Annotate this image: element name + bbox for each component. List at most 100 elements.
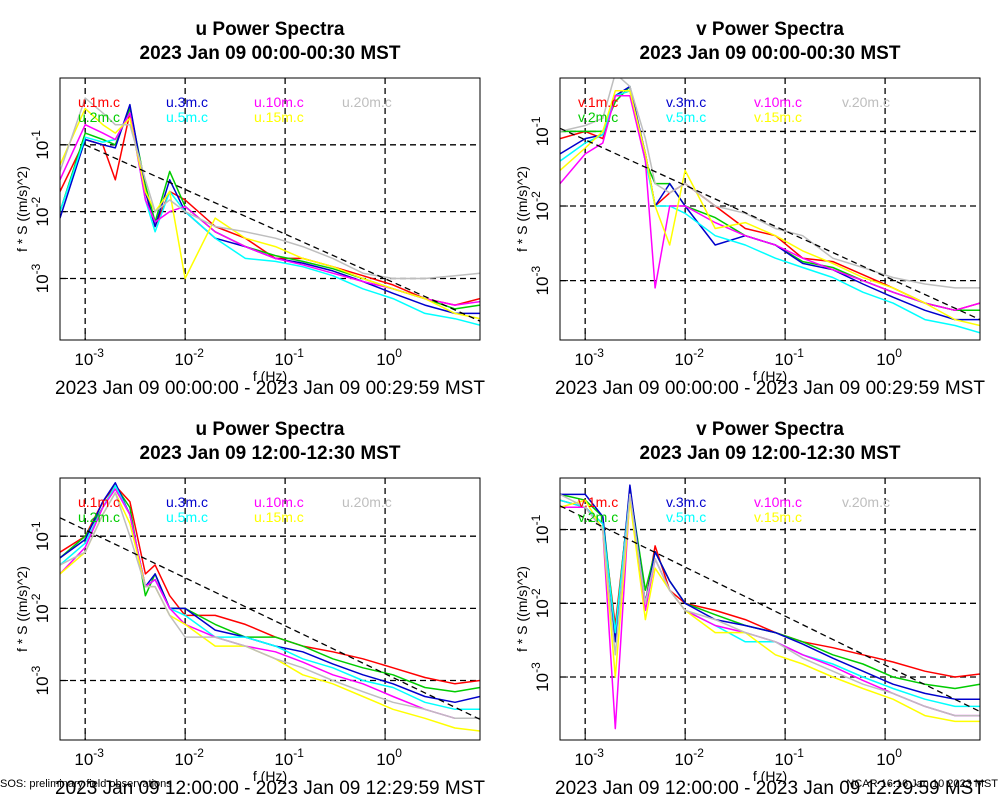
legend-entry: v.5m.c: [666, 109, 706, 125]
tick-exponent: -1: [293, 746, 304, 760]
tick-exponent: -3: [529, 266, 543, 277]
x-tick-label: 10-3: [74, 346, 104, 369]
y-tick-label: 10-3: [529, 662, 552, 692]
tick-base: 10: [174, 350, 193, 369]
tick-base: 10: [33, 604, 52, 623]
legend-entry: v.1m.c: [578, 494, 618, 510]
legend-entry: v.10m.c: [754, 94, 802, 110]
panel: v Power Spectra 2023 Jan 09 00:00-00:30 M…: [514, 19, 985, 399]
series-line: [560, 78, 980, 289]
tick-base: 10: [174, 750, 193, 769]
x-tick-label: 10-1: [774, 346, 804, 369]
series-line: [60, 482, 480, 704]
caption: 2023 Jan 09 00:00:00 - 2023 Jan 09 00:29…: [55, 378, 485, 399]
x-tick-label: 10-2: [674, 346, 704, 369]
legend-entry: v.2m.c: [578, 509, 618, 525]
x-axis-label: f (Hz): [753, 768, 787, 784]
legend-entry: u.2m.c: [78, 109, 120, 125]
x-tick-label: 10-3: [74, 746, 104, 769]
legend-entry: u.20m.c: [342, 94, 392, 110]
tick-base: 10: [533, 276, 552, 295]
tick-exponent: -2: [193, 346, 204, 360]
tick-base: 10: [33, 141, 52, 160]
tick-exponent: -3: [593, 746, 604, 760]
legend-entry: u.1m.c: [78, 494, 120, 510]
chart-title: u Power Spectra: [196, 19, 345, 40]
legend-entry: u.5m.c: [166, 109, 208, 125]
legend-entry: u.1m.c: [78, 94, 120, 110]
legend-entry: v.2m.c: [578, 109, 618, 125]
tick-exponent: -2: [529, 588, 543, 599]
tick-exponent: -1: [529, 514, 543, 525]
tick-base: 10: [33, 274, 52, 293]
legend-entry: v.10m.c: [754, 494, 802, 510]
legend-entry: u.3m.c: [166, 494, 208, 510]
plot-frame: [559, 77, 981, 341]
tick-base: 10: [376, 350, 395, 369]
legend-entry: v.3m.c: [666, 94, 706, 110]
tick-base: 10: [533, 599, 552, 618]
caption: 2023 Jan 09 12:00:00 - 2023 Jan 09 12:29…: [55, 778, 485, 799]
y-axis-label: f * S ((m/s)^2): [514, 566, 530, 652]
legend-entry: u.10m.c: [254, 94, 304, 110]
tick-base: 10: [674, 750, 693, 769]
tick-exponent: -2: [29, 593, 43, 604]
legend-entry: v.5m.c: [666, 509, 706, 525]
tick-exponent: -2: [193, 746, 204, 760]
legend-entry: v.15m.c: [754, 109, 802, 125]
legend-entry: v.3m.c: [666, 494, 706, 510]
tick-base: 10: [533, 202, 552, 221]
x-tick-label: 10-1: [774, 746, 804, 769]
tick-exponent: -1: [29, 521, 43, 532]
y-tick-label: 10-1: [29, 521, 52, 551]
series-line: [60, 107, 480, 320]
tick-exponent: -2: [29, 197, 43, 208]
x-axis-label: f (Hz): [253, 768, 287, 784]
chart-subtitle: 2023 Jan 09 00:00-00:30 MST: [140, 43, 401, 64]
chart-subtitle: 2023 Jan 09 00:00-00:30 MST: [640, 43, 901, 64]
plot-frame: [59, 77, 481, 341]
tick-base: 10: [533, 525, 552, 544]
reference-line: [84, 144, 480, 322]
tick-exponent: -3: [29, 665, 43, 676]
tick-base: 10: [876, 350, 895, 369]
legend-entry: v.15m.c: [754, 509, 802, 525]
chart-subtitle: 2023 Jan 09 12:00-12:30 MST: [640, 443, 901, 464]
x-tick-label: 10-3: [574, 746, 604, 769]
y-tick-label: 10-2: [529, 191, 552, 221]
y-tick-label: 10-3: [529, 266, 552, 296]
tick-exponent: 0: [895, 346, 902, 360]
caption: 2023 Jan 09 00:00:00 - 2023 Jan 09 00:29…: [555, 378, 985, 399]
tick-exponent: 0: [395, 746, 402, 760]
y-tick-label: 10-3: [29, 665, 52, 695]
tick-base: 10: [674, 350, 693, 369]
legend-entry: u.3m.c: [166, 94, 208, 110]
tick-base: 10: [876, 750, 895, 769]
chart-subtitle: 2023 Jan 09 12:00-12:30 MST: [140, 443, 401, 464]
tick-exponent: -2: [693, 346, 704, 360]
plot-lines: [60, 97, 480, 326]
y-tick-label: 10-2: [529, 588, 552, 618]
x-tick-label: 10-1: [274, 346, 304, 369]
x-tick-label: 10-2: [174, 746, 204, 769]
tick-base: 10: [74, 750, 93, 769]
tick-exponent: -2: [693, 746, 704, 760]
plot-lines: [560, 78, 980, 334]
tick-exponent: -1: [529, 116, 543, 127]
y-axis-label: f * S ((m/s)^2): [14, 166, 30, 252]
tick-base: 10: [33, 208, 52, 227]
x-tick-label: 10-3: [574, 346, 604, 369]
panel: v Power Spectra 2023 Jan 09 12:00-12:30 M…: [514, 419, 985, 799]
legend-entry: v.20m.c: [842, 94, 890, 110]
chart-title: v Power Spectra: [696, 419, 844, 440]
tick-exponent: -3: [529, 662, 543, 673]
x-tick-label: 100: [876, 746, 902, 769]
legend-entry: u.10m.c: [254, 494, 304, 510]
panel: u Power Spectra 2023 Jan 09 00:00-00:30 M…: [14, 19, 485, 399]
reference-line: [560, 505, 980, 713]
tick-exponent: -3: [93, 346, 104, 360]
footer-left: SOS: preliminary field observations: [0, 778, 172, 790]
plot-frame: [59, 477, 481, 741]
tick-base: 10: [574, 750, 593, 769]
